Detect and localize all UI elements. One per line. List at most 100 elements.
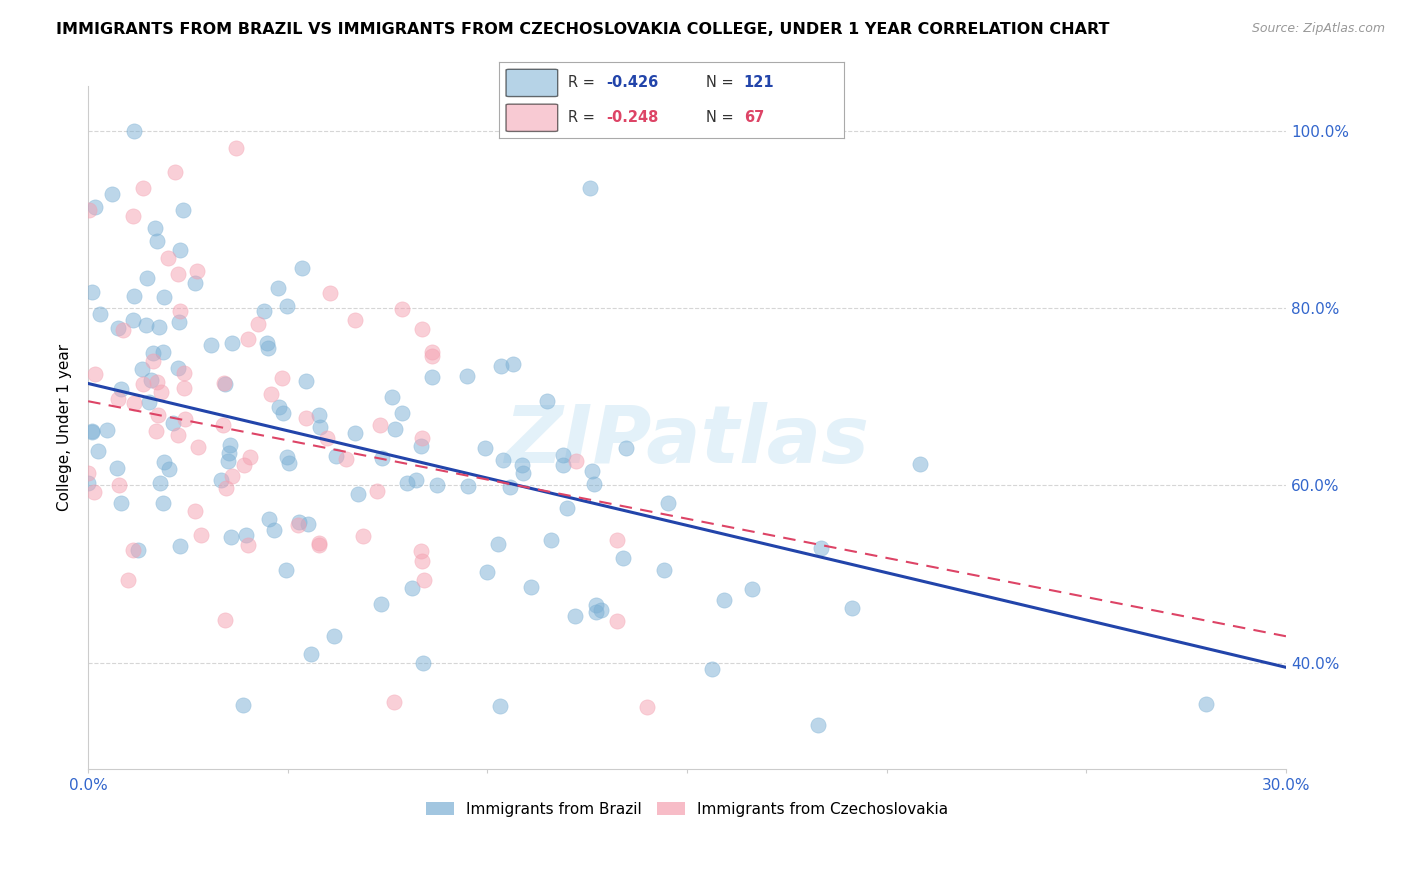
Point <box>236 332 259 346</box>
Point <box>396 476 419 491</box>
Point <box>190 528 212 542</box>
Point <box>259 512 281 526</box>
Point <box>217 454 239 468</box>
Point <box>579 181 602 195</box>
Point <box>308 536 330 550</box>
Point <box>156 252 179 266</box>
Point <box>184 276 207 290</box>
Point <box>276 450 298 465</box>
Point <box>391 407 413 421</box>
Point <box>352 528 374 542</box>
Point <box>287 516 309 530</box>
Point <box>253 304 276 318</box>
Point <box>169 243 191 257</box>
Point <box>308 409 330 423</box>
Point <box>127 542 149 557</box>
Point <box>741 582 763 597</box>
Point <box>89 306 111 320</box>
Point <box>267 280 290 294</box>
Point <box>657 496 679 510</box>
Point <box>371 451 394 466</box>
Point <box>405 473 427 487</box>
Text: Source: ZipAtlas.com: Source: ZipAtlas.com <box>1251 22 1385 36</box>
Point <box>110 496 132 510</box>
Point <box>475 566 498 580</box>
Point <box>344 426 367 441</box>
Point <box>169 304 191 318</box>
Point <box>540 533 562 547</box>
Text: 67: 67 <box>744 111 763 125</box>
Point <box>143 221 166 235</box>
FancyBboxPatch shape <box>506 70 558 96</box>
Text: 121: 121 <box>744 76 775 90</box>
Point <box>401 581 423 595</box>
Point <box>218 438 240 452</box>
Point <box>347 487 370 501</box>
Point <box>173 366 195 380</box>
Point <box>652 563 675 577</box>
Point <box>457 478 479 492</box>
Point <box>166 428 188 442</box>
Point <box>132 181 155 195</box>
Text: N =: N = <box>706 76 738 90</box>
Point <box>166 361 188 376</box>
Point <box>117 573 139 587</box>
Point <box>107 321 129 335</box>
Point <box>271 370 294 384</box>
Point <box>489 359 512 374</box>
Point <box>187 440 209 454</box>
Point <box>165 164 187 178</box>
Point <box>614 441 637 455</box>
Point <box>420 344 443 359</box>
Point <box>111 323 134 337</box>
Point <box>564 609 586 624</box>
Point <box>152 344 174 359</box>
Point <box>308 538 330 552</box>
Point <box>212 376 235 391</box>
Point <box>145 424 167 438</box>
Point <box>256 336 278 351</box>
Point <box>214 377 236 392</box>
Point <box>551 458 574 473</box>
Point <box>344 313 367 327</box>
Point <box>585 605 607 619</box>
Point <box>606 615 628 629</box>
Text: IMMIGRANTS FROM BRAZIL VS IMMIGRANTS FROM CZECHOSLOVAKIA COLLEGE, UNDER 1 YEAR C: IMMIGRANTS FROM BRAZIL VS IMMIGRANTS FRO… <box>56 22 1109 37</box>
Point <box>589 603 612 617</box>
Point <box>510 458 533 472</box>
Point <box>135 318 157 332</box>
Point <box>486 537 509 551</box>
Point <box>108 478 131 492</box>
Point <box>235 527 257 541</box>
Point <box>456 369 478 384</box>
Point <box>184 504 207 518</box>
Point <box>409 544 432 558</box>
Point <box>585 598 607 612</box>
Point <box>218 446 240 460</box>
Point <box>412 657 434 671</box>
Point <box>173 382 195 396</box>
Point <box>77 467 100 481</box>
Point <box>131 362 153 376</box>
Point <box>612 551 634 566</box>
Point <box>413 573 436 587</box>
Point <box>316 431 339 445</box>
Point <box>411 554 433 568</box>
Point <box>257 341 280 355</box>
Point <box>139 373 162 387</box>
Point <box>325 449 347 463</box>
Point <box>219 530 242 544</box>
Text: -0.248: -0.248 <box>606 111 658 125</box>
Point <box>290 260 312 275</box>
Point <box>122 395 145 409</box>
Point <box>83 200 105 214</box>
Point <box>287 518 309 533</box>
Point <box>209 474 232 488</box>
Point <box>810 541 832 555</box>
Point <box>267 400 290 414</box>
Point <box>555 500 578 515</box>
Point <box>232 458 254 473</box>
Point <box>136 271 159 285</box>
Point <box>200 337 222 351</box>
Point <box>80 285 103 300</box>
